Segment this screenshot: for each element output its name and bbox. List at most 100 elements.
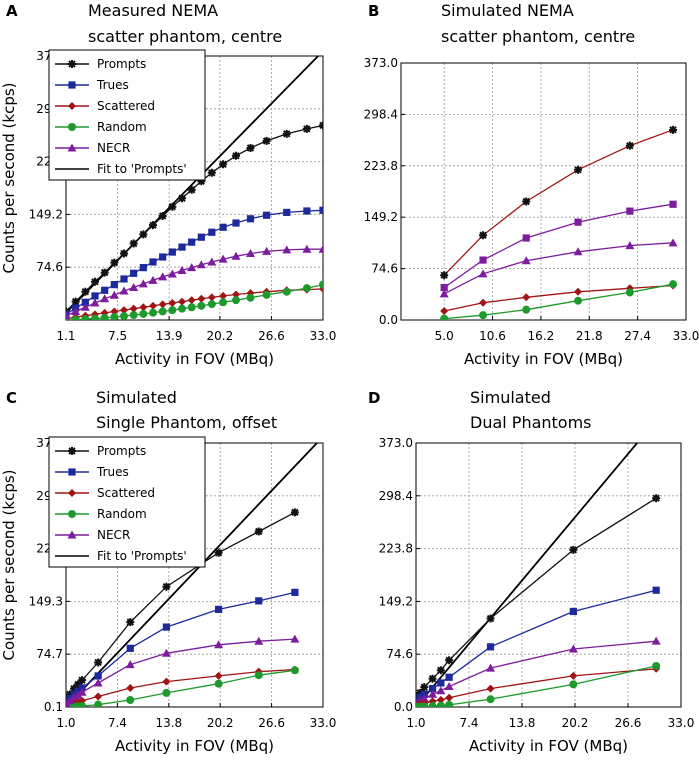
data-point-random [290,666,299,675]
data-point-trues [110,281,118,289]
data-point-prompts [207,168,216,177]
data-point-scattered [149,301,158,310]
data-point-random [78,702,87,707]
data-point-trues [81,298,89,306]
data-point-necr [187,263,197,272]
data-point-prompts [66,690,75,699]
data-point-prompts [569,545,578,554]
panel-letter: A [6,2,18,20]
x-axis-label: Activity in FOV (MBq) [464,350,623,368]
x-tick-label: 20.2 [562,716,589,730]
data-point-necr [119,286,129,295]
legend-label: Random [97,507,147,521]
y-tick-label: 298.4 [364,107,398,121]
plot-body [66,56,323,320]
data-point-necr [282,245,292,254]
data-point-prompts [178,194,187,203]
x-tick-label: 33.0 [668,716,695,730]
data-point-prompts [162,582,171,591]
legend-marker [68,489,76,497]
x-tick-label: 1.1 [56,329,75,343]
data-point-random [162,688,171,697]
legend-marker [67,143,77,152]
x-axis-label: Activity in FOV (MBq) [469,737,628,755]
y-tick-label: 223.8 [379,542,413,556]
data-point-trues [188,238,196,246]
data-point-random [522,305,531,314]
data-point-scattered [486,684,495,693]
chart-title-line-1: Simulated [96,388,177,407]
data-point-trues [101,286,109,294]
data-point-random [81,315,90,320]
data-point-trues [139,264,147,272]
data-point-trues [437,679,445,687]
chart-title-line-2: scatter phantom, centre [88,27,282,46]
data-point-trues [219,223,227,231]
data-point-prompts [120,249,129,258]
grid [416,443,681,707]
legend-marker [68,510,76,518]
data-point-trues [652,586,660,594]
x-tick-label: 7.4 [459,716,478,730]
data-point-scattered [197,294,206,303]
data-point-random [120,312,129,320]
legend: Prompts Trues Scattered Random NECR Fit to 'P… [48,49,206,181]
data-point-scattered [120,306,129,315]
series-line-prompts [443,129,674,276]
y-axis-label: Counts per second (kcps) [0,469,18,660]
chart-title-line-1: Simulated [470,388,551,407]
chart-title-line-2: scatter phantom, centre [441,27,635,46]
data-point-necr [669,200,677,208]
data-point-random [207,300,216,309]
data-point-scattered [207,293,216,302]
x-axis-label: Activity in FOV (MBq) [115,350,274,368]
grid [401,63,686,320]
data-point-trues [91,292,99,300]
data-point-necr [290,634,300,643]
x-tick-label: 13.8 [155,716,182,730]
data-point-necr [196,260,206,269]
data-point-random [100,313,109,320]
data-point-prompts [420,683,429,692]
data-point-random [91,314,100,320]
data-point-necr [138,279,148,288]
data-point-random [168,306,177,315]
data-point-prompts [231,151,240,160]
data-point-trues [445,673,453,681]
data-point-prompts [246,144,255,153]
y-tick-label: 149.3 [29,594,63,608]
y-tick-label: 0.1 [44,700,63,714]
panel-letter: C [6,389,17,407]
data-point-scattered [178,297,187,306]
data-point-random [445,700,454,707]
data-point-prompts [158,211,167,220]
data-point-scattered [574,287,583,296]
series-line-prompts [416,497,657,699]
x-tick-label: 20.2 [207,716,234,730]
data-point-prompts [436,666,445,675]
data-point-necr [262,246,272,255]
data-point-necr [573,247,583,256]
data-point-necr [69,692,79,701]
data-point-scattered [522,293,531,302]
chart-title-line-2: Single Phantom, offset [96,413,277,432]
legend-marker [68,102,76,110]
data-point-scattered [110,307,119,316]
data-point-random [486,695,495,704]
y-tick-label: 0.0 [394,700,413,714]
x-tick-label: 1.0 [56,716,75,730]
data-point-random [110,313,119,320]
data-point-random [219,298,228,307]
data-point-prompts [70,684,79,693]
data-point-necr [651,636,661,645]
data-point-necr [90,298,100,307]
data-point-prompts [486,614,495,623]
data-point-trues [94,672,102,680]
data-point-random [669,280,678,289]
data-point-necr [486,663,496,672]
data-point-random [139,309,148,318]
data-point-necr [436,686,446,695]
data-point-necr [231,251,241,260]
data-point-scattered [219,291,228,300]
data-point-random [574,296,583,305]
